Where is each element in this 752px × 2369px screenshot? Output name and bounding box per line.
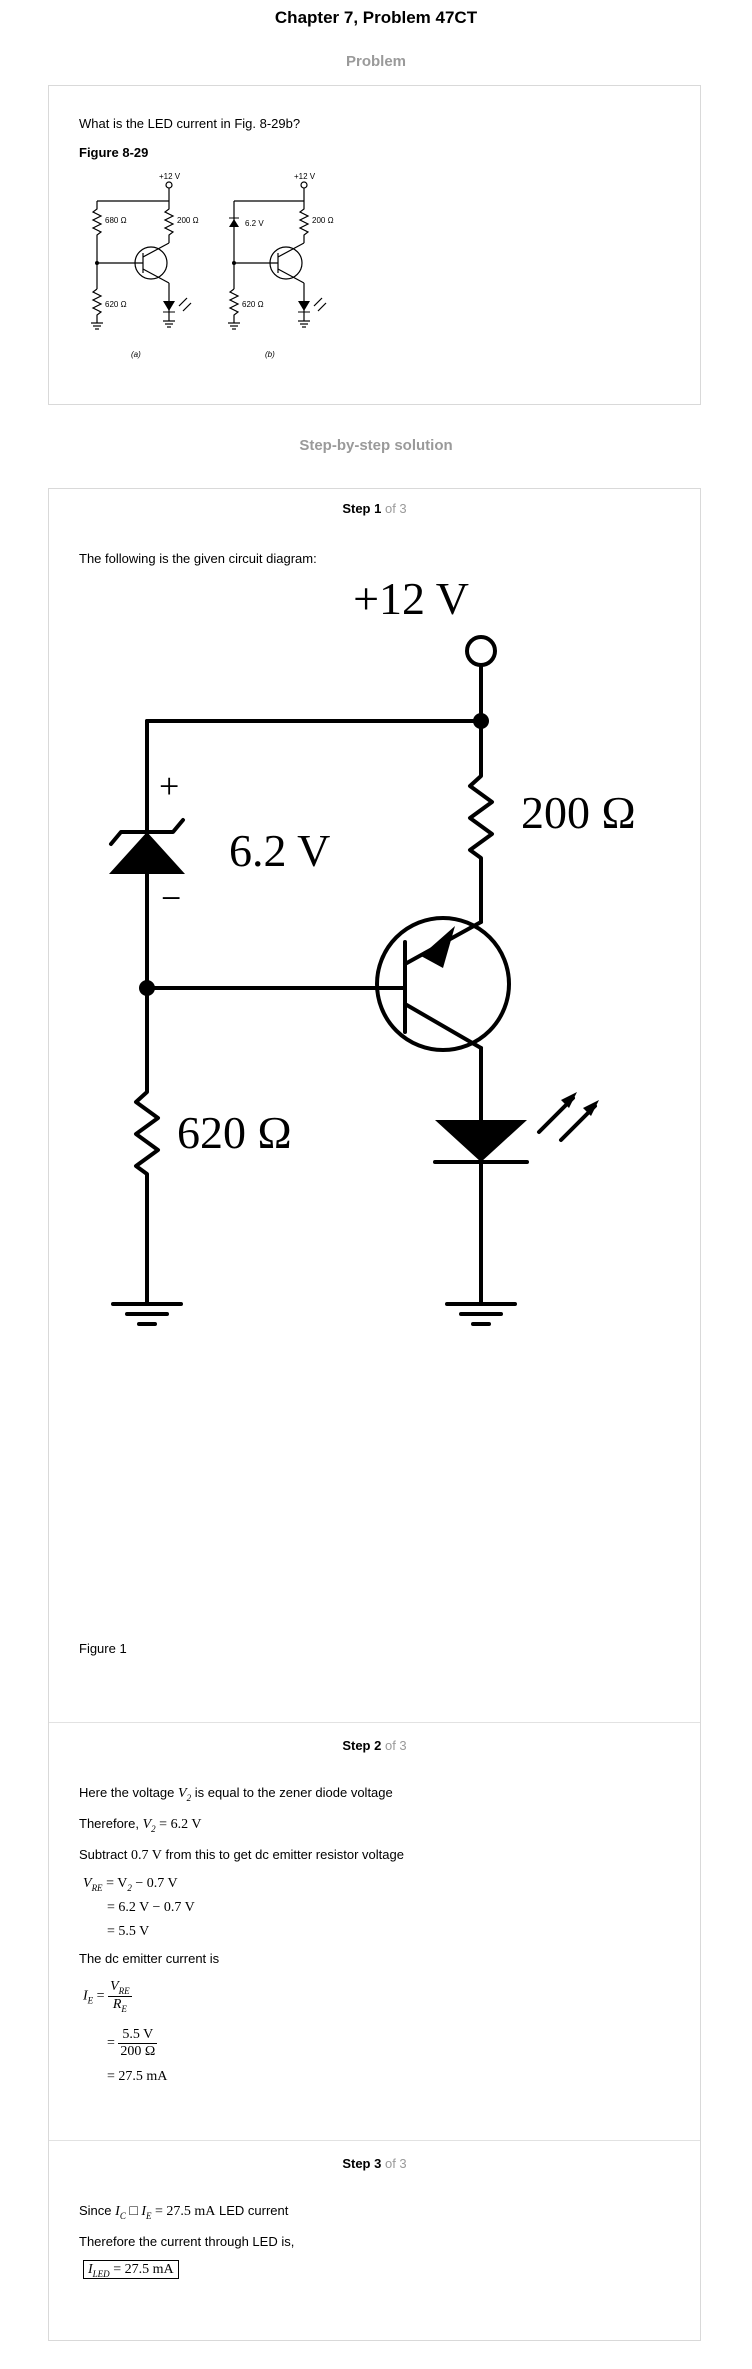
step-2-eq-2: = 6.2 V − 0.7 V [107, 1900, 195, 1915]
step-2-eq-4: IE = VRE RE [83, 1979, 132, 2014]
figure-1-caption: Figure 1 [79, 1641, 127, 1656]
solution-panel: Step 1 of 3 The following is the given c… [48, 488, 701, 2341]
svg-text:200 Ω: 200 Ω [312, 216, 334, 225]
svg-text:+12 V: +12 V [294, 172, 316, 181]
problem-heading: Problem [345, 53, 406, 70]
svg-text:680 Ω: 680 Ω [105, 216, 127, 225]
step-2-label: Step 2 [342, 1738, 382, 1753]
step-1-intro: The following is the given circuit diagr… [79, 551, 317, 566]
step-2-header: Step 2 of 3 [49, 1738, 700, 1753]
step-2-current-text: The dc emitter current is [79, 1951, 220, 1966]
svg-text:6.2 V: 6.2 V [245, 219, 264, 228]
step-3-of: of 3 [384, 2156, 407, 2171]
step-2-eq-3: = 5.5 V [107, 1924, 150, 1939]
circuit-r-collector-label: 200 Ω [521, 787, 636, 838]
svg-text:(a): (a) [131, 350, 141, 359]
circuit-figure-1: +12 V 200 Ω 6.2 V + − 620 Ω [109, 573, 636, 1326]
figure-8-29-thumbnail: +12 V 680 Ω 200 Ω 620 Ω (a) +12 V 6.2 V … [91, 172, 334, 359]
step-1-label: Step 1 [342, 501, 382, 516]
svg-text:620 Ω: 620 Ω [105, 300, 127, 309]
step-3-line-1: Since IC □ IE = 27.5 mA LED current [79, 2203, 289, 2221]
circuit-r-bottom-label: 620 Ω [177, 1107, 292, 1158]
svg-text:(b): (b) [265, 350, 275, 359]
page-title: Chapter 7, Problem 47CT [274, 8, 478, 27]
step-2-line-3: Subtract 0.7 V from this to get dc emitt… [79, 1847, 404, 1863]
step-divider-1 [49, 1722, 700, 1723]
circuit-plus-label: + [159, 766, 179, 806]
solution-heading: Step-by-step solution [299, 437, 453, 454]
step-2-eq-1: VRE = V2 − 0.7 V [83, 1876, 178, 1893]
svg-text:200 Ω: 200 Ω [177, 216, 199, 225]
circuit-zener-label: 6.2 V [229, 825, 330, 876]
step-2-line-1: Here the voltage V2 is equal to the zene… [79, 1785, 393, 1803]
circuit-supply-label: +12 V [353, 573, 469, 624]
step-3-label: Step 3 [342, 2156, 382, 2171]
problem-question: What is the LED current in Fig. 8-29b? [79, 116, 301, 131]
step-1-of: of 3 [384, 501, 407, 516]
figure-label: Figure 8-29 [79, 145, 149, 160]
step-divider-2 [49, 2140, 700, 2141]
svg-text:620 Ω: 620 Ω [242, 300, 264, 309]
step-1-header: Step 1 of 3 [49, 501, 700, 516]
svg-text:+12 V: +12 V [159, 172, 181, 181]
step-2-eq-5: = 5.5 V 200 Ω [107, 2027, 158, 2059]
step-2-result: = 27.5 mA [107, 2069, 168, 2084]
problem-panel: What is the LED current in Fig. 8-29b? F… [48, 85, 701, 405]
step-3-line-2: Therefore the current through LED is, [79, 2234, 295, 2249]
final-answer-box: ILED = 27.5 mA [83, 2260, 179, 2279]
step-2-line-2: Therefore, V2 = 6.2 V [79, 1816, 202, 1834]
step-2-of: of 3 [384, 1738, 407, 1753]
circuit-minus-label: − [161, 878, 181, 918]
step-3-header: Step 3 of 3 [49, 2156, 700, 2171]
